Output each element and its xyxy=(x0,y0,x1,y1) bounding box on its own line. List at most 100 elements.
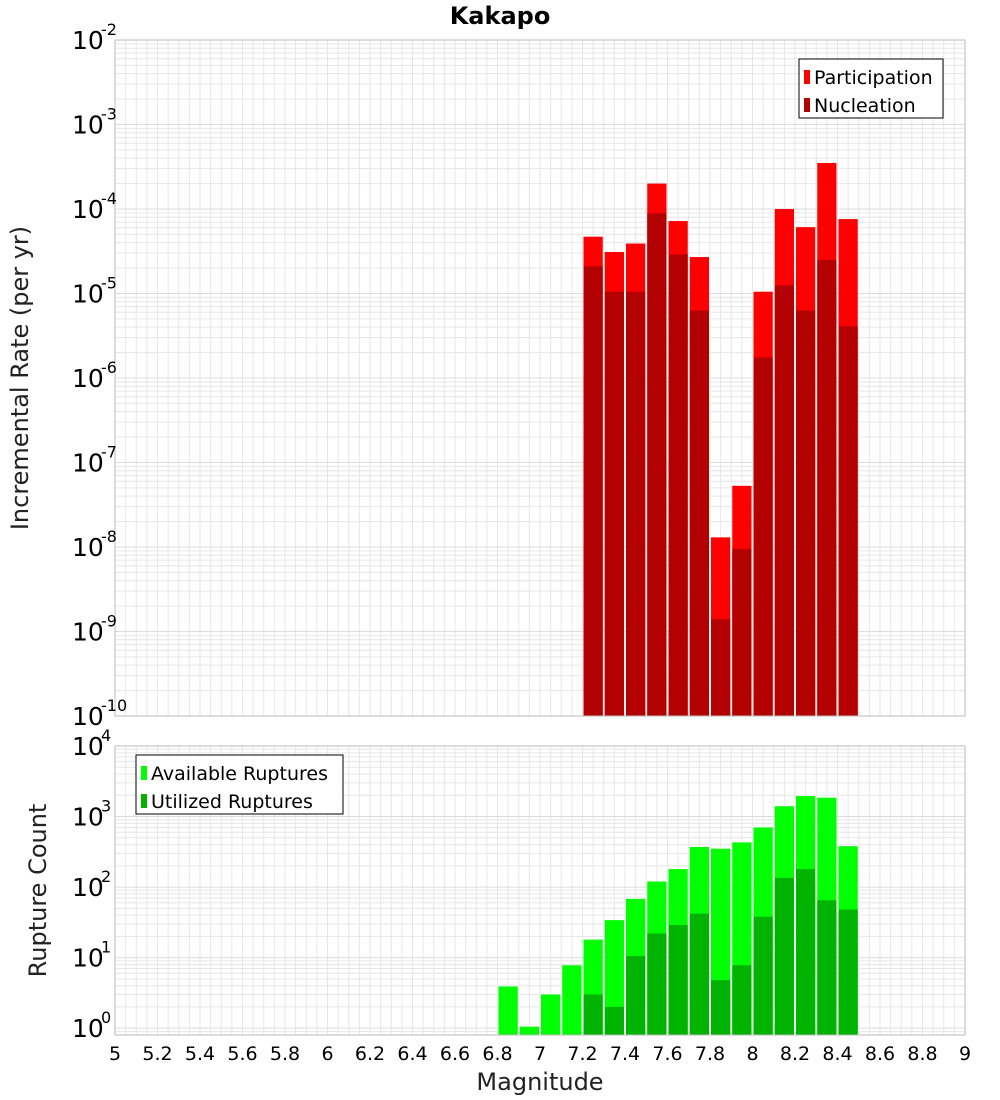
y-tick-base: 10 xyxy=(72,195,104,224)
y-tick-exponent: -9 xyxy=(101,612,117,631)
legend-label-available-ruptures: Available Ruptures xyxy=(151,763,328,785)
bar-nucleation xyxy=(732,548,752,716)
bar-nucleation xyxy=(583,266,603,716)
bar-nucleation xyxy=(711,619,731,716)
bar-nucleation xyxy=(604,291,624,716)
bar-available-ruptures xyxy=(519,1026,539,1035)
x-tick-label: 5.4 xyxy=(185,1043,215,1065)
y-tick-exponent: 4 xyxy=(101,726,111,745)
bar-nucleation xyxy=(753,357,773,716)
top-gridlines xyxy=(114,40,966,717)
bar-utilized-ruptures xyxy=(626,956,646,1035)
y-tick-label: 10-3 xyxy=(72,105,117,140)
y-tick-label: 10-5 xyxy=(72,274,117,309)
x-tick-label: 6.2 xyxy=(355,1043,385,1065)
y-tick-base: 10 xyxy=(72,533,104,562)
y-tick-label: 10-4 xyxy=(72,189,117,224)
y-tick-base: 10 xyxy=(72,111,104,140)
bar-utilized-ruptures xyxy=(647,933,667,1035)
bottom-bars xyxy=(498,796,858,1035)
legend-label-utilized-ruptures: Utilized Ruptures xyxy=(151,791,313,813)
bar-nucleation xyxy=(774,285,794,716)
x-tick-label: 6.6 xyxy=(440,1043,470,1065)
y-tick-base: 10 xyxy=(72,732,104,761)
y-tick-exponent: 3 xyxy=(101,797,111,816)
bar-available-ruptures xyxy=(541,994,561,1035)
y-tick-label: 101 xyxy=(72,938,111,973)
y-tick-base: 10 xyxy=(72,618,104,647)
y-tick-label: 102 xyxy=(72,867,111,902)
y-tick-label: 10-2 xyxy=(72,20,117,55)
y-tick-base: 10 xyxy=(72,803,104,832)
y-tick-label: 100 xyxy=(72,1008,111,1043)
x-tick-label: 5.6 xyxy=(227,1043,257,1065)
x-tick-label: 7.6 xyxy=(652,1043,682,1065)
bar-available-ruptures xyxy=(498,986,518,1035)
bar-utilized-ruptures xyxy=(774,877,794,1035)
legend-swatch-available-ruptures xyxy=(141,766,147,780)
x-tick-label: 7.8 xyxy=(695,1043,725,1065)
y-tick-base: 10 xyxy=(72,280,104,309)
legend-swatch-participation xyxy=(804,70,810,84)
y-tick-label: 10-6 xyxy=(72,358,117,393)
bar-utilized-ruptures xyxy=(732,965,752,1035)
y-tick-exponent: -10 xyxy=(101,696,127,715)
bar-nucleation xyxy=(817,259,837,716)
y-tick-base: 10 xyxy=(72,944,104,973)
bar-utilized-ruptures xyxy=(796,869,816,1035)
bottom-plot-frame xyxy=(114,745,966,1036)
y-tick-base: 10 xyxy=(72,26,104,55)
top-y-tick-labels: 10-210-310-410-510-610-710-810-910-10 xyxy=(72,20,127,731)
x-tick-label: 7.2 xyxy=(567,1043,597,1065)
x-tick-label: 8.4 xyxy=(822,1043,852,1065)
bottom-y-axis-label: Rupture Count xyxy=(24,804,52,978)
x-tick-label: 5.8 xyxy=(270,1043,300,1065)
y-tick-label: 10-9 xyxy=(72,612,117,647)
chart-title: Kakapo xyxy=(450,2,551,30)
x-tick-labels: 5 5.2 5.4 5.6 5.8 6 6.2 6.4 6.6 6.8 7 7.2 7.4 7.6 7.8 8… xyxy=(109,1043,971,1065)
x-tick-label: 9 xyxy=(959,1043,971,1065)
y-tick-label: 10-8 xyxy=(72,527,117,562)
y-tick-label: 104 xyxy=(72,726,111,761)
x-tick-label: 6.4 xyxy=(397,1043,427,1065)
y-tick-exponent: -7 xyxy=(101,443,117,462)
x-tick-label: 5.2 xyxy=(142,1043,172,1065)
x-tick-label: 8.8 xyxy=(907,1043,937,1065)
x-tick-label: 8.6 xyxy=(865,1043,895,1065)
bar-nucleation xyxy=(796,310,816,716)
legend-swatch-nucleation xyxy=(804,98,810,112)
bar-nucleation xyxy=(626,291,646,716)
bottom-legend-box xyxy=(135,754,344,815)
legend-label-participation: Participation xyxy=(814,67,933,89)
bar-utilized-ruptures xyxy=(583,994,603,1035)
bar-utilized-ruptures xyxy=(668,925,688,1035)
x-tick-label: 6.8 xyxy=(482,1043,512,1065)
y-tick-base: 10 xyxy=(72,364,104,393)
y-tick-exponent: 2 xyxy=(101,867,111,886)
y-tick-base: 10 xyxy=(72,702,104,731)
legend-swatch-utilized-ruptures xyxy=(141,794,147,808)
y-tick-base: 10 xyxy=(72,1014,104,1043)
y-tick-exponent: 0 xyxy=(101,1008,111,1027)
x-tick-label: 8.2 xyxy=(780,1043,810,1065)
top-legend: Participation Nucleation xyxy=(798,58,944,119)
top-y-axis-label: Incremental Rate (per yr) xyxy=(6,226,34,530)
x-tick-label: 7.4 xyxy=(610,1043,640,1065)
bar-utilized-ruptures xyxy=(817,900,837,1035)
x-tick-label: 5 xyxy=(109,1043,121,1065)
legend-label-nucleation: Nucleation xyxy=(814,95,916,117)
bar-utilized-ruptures xyxy=(689,913,709,1035)
y-tick-exponent: -3 xyxy=(101,105,117,124)
bar-utilized-ruptures xyxy=(604,1006,624,1035)
y-tick-base: 10 xyxy=(72,449,104,478)
y-tick-exponent: -2 xyxy=(101,20,117,39)
y-tick-label: 10-7 xyxy=(72,443,117,478)
y-tick-exponent: -5 xyxy=(101,274,117,293)
bar-nucleation xyxy=(689,310,709,716)
bar-utilized-ruptures xyxy=(711,980,731,1035)
bar-nucleation xyxy=(838,326,858,716)
top-plot-frame xyxy=(114,39,966,717)
